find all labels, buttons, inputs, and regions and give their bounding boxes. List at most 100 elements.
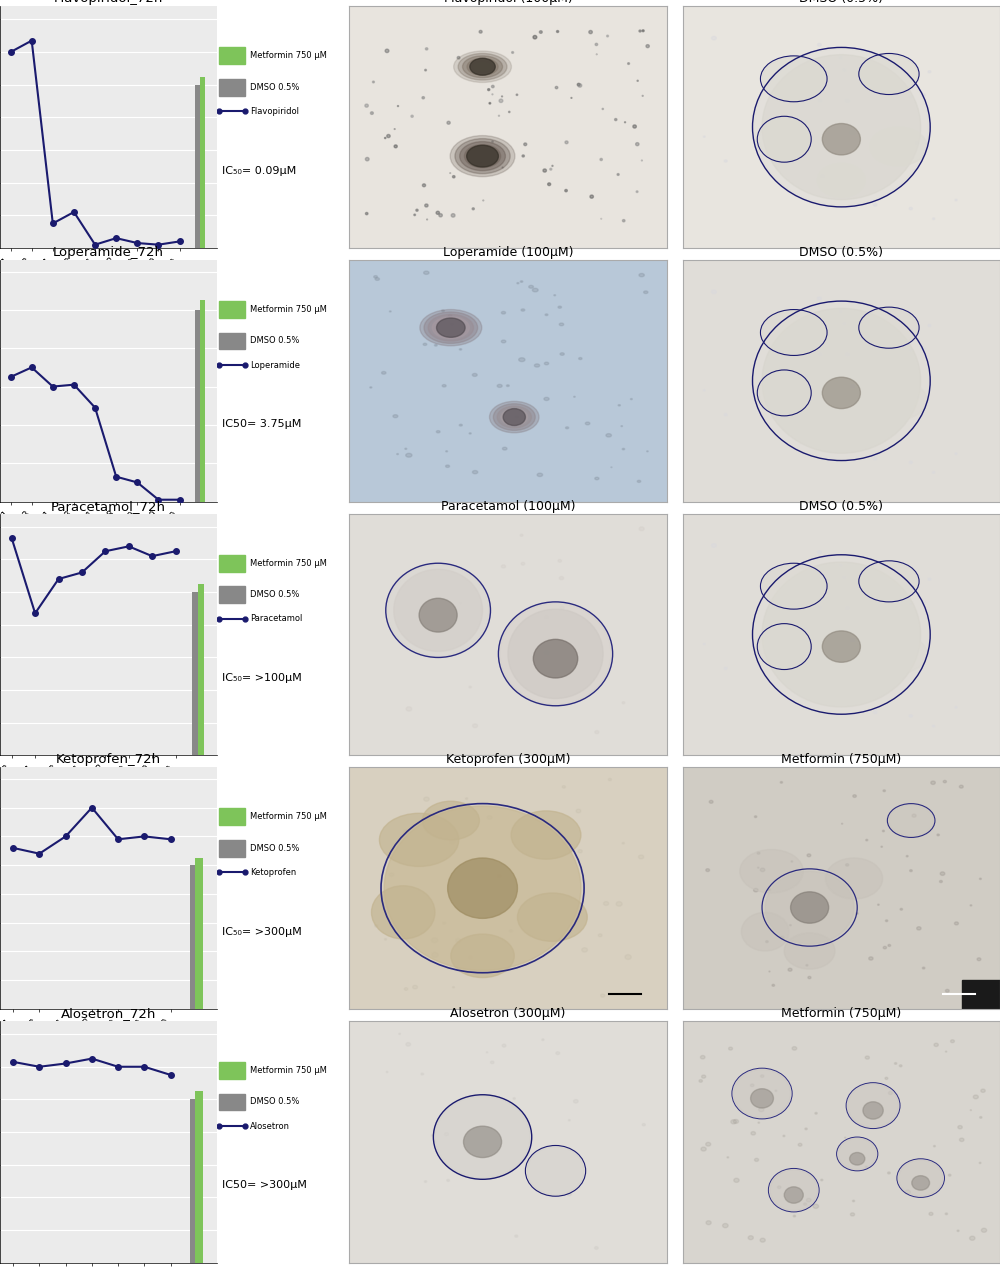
Ellipse shape [585, 423, 590, 425]
Ellipse shape [846, 864, 849, 867]
Ellipse shape [625, 954, 631, 959]
Ellipse shape [498, 874, 501, 877]
Text: IC₅₀= >300μM: IC₅₀= >300μM [222, 926, 302, 937]
Ellipse shape [792, 1047, 797, 1051]
Ellipse shape [909, 461, 912, 463]
Ellipse shape [512, 52, 514, 53]
Ellipse shape [595, 1246, 598, 1250]
Ellipse shape [733, 1070, 791, 1118]
Ellipse shape [754, 556, 929, 713]
Ellipse shape [533, 36, 537, 39]
Ellipse shape [406, 707, 412, 711]
Ellipse shape [793, 1216, 796, 1217]
Ellipse shape [724, 414, 727, 416]
Ellipse shape [517, 893, 587, 942]
Point [239, 612, 251, 627]
Title: Metformin (750μM): Metformin (750μM) [781, 1006, 901, 1020]
Ellipse shape [980, 1117, 982, 1118]
Ellipse shape [921, 602, 925, 604]
Ellipse shape [750, 1084, 754, 1086]
Ellipse shape [870, 634, 927, 673]
Ellipse shape [622, 843, 624, 844]
Ellipse shape [384, 806, 581, 971]
Ellipse shape [384, 939, 387, 940]
Ellipse shape [839, 311, 842, 312]
Ellipse shape [981, 1228, 987, 1232]
Ellipse shape [521, 308, 525, 311]
Ellipse shape [883, 947, 886, 949]
Ellipse shape [393, 415, 398, 418]
Ellipse shape [889, 805, 933, 836]
Ellipse shape [748, 1236, 753, 1240]
Ellipse shape [754, 888, 758, 892]
Ellipse shape [759, 118, 810, 161]
Ellipse shape [818, 551, 821, 553]
Ellipse shape [806, 964, 808, 966]
Ellipse shape [646, 44, 649, 48]
Ellipse shape [784, 933, 835, 970]
Point [239, 104, 251, 119]
Ellipse shape [502, 447, 507, 450]
Ellipse shape [733, 1119, 739, 1123]
Ellipse shape [456, 939, 461, 943]
Ellipse shape [706, 869, 710, 872]
Ellipse shape [422, 184, 426, 187]
Ellipse shape [385, 49, 389, 52]
Ellipse shape [804, 121, 807, 123]
Ellipse shape [973, 1095, 978, 1099]
Ellipse shape [818, 99, 822, 102]
Ellipse shape [843, 322, 846, 325]
Ellipse shape [820, 428, 825, 431]
Ellipse shape [492, 85, 494, 88]
Ellipse shape [606, 434, 611, 437]
Ellipse shape [762, 562, 921, 707]
Ellipse shape [568, 1119, 570, 1121]
Ellipse shape [755, 1159, 759, 1161]
Ellipse shape [845, 99, 849, 103]
Ellipse shape [628, 62, 630, 65]
Ellipse shape [910, 869, 912, 872]
Ellipse shape [754, 48, 929, 206]
Ellipse shape [500, 603, 611, 704]
Ellipse shape [618, 405, 620, 406]
Ellipse shape [533, 640, 578, 678]
Ellipse shape [420, 310, 482, 345]
Ellipse shape [428, 315, 474, 341]
Ellipse shape [562, 786, 565, 788]
Ellipse shape [560, 353, 564, 355]
Ellipse shape [888, 1091, 893, 1095]
Ellipse shape [820, 681, 825, 685]
Ellipse shape [804, 1203, 807, 1206]
Ellipse shape [424, 312, 478, 344]
Line: 2 pts: 2 pts [216, 109, 247, 114]
Ellipse shape [450, 324, 454, 325]
Ellipse shape [870, 381, 927, 420]
Ellipse shape [501, 311, 506, 313]
Ellipse shape [636, 142, 639, 146]
Ellipse shape [945, 990, 949, 992]
Ellipse shape [909, 603, 912, 605]
Ellipse shape [932, 472, 935, 473]
Ellipse shape [394, 570, 483, 651]
Ellipse shape [491, 1061, 494, 1063]
Ellipse shape [501, 409, 528, 425]
Ellipse shape [699, 1080, 702, 1082]
Ellipse shape [804, 374, 807, 377]
Ellipse shape [768, 888, 771, 891]
Ellipse shape [873, 711, 877, 713]
Ellipse shape [885, 920, 888, 921]
Ellipse shape [934, 1146, 935, 1147]
Ellipse shape [775, 1090, 777, 1091]
Ellipse shape [636, 190, 638, 193]
Text: IC50= >300μM: IC50= >300μM [222, 1180, 307, 1190]
Ellipse shape [413, 985, 417, 989]
Ellipse shape [472, 471, 478, 473]
Ellipse shape [762, 311, 825, 354]
Bar [200, 301, 205, 501]
Ellipse shape [557, 30, 559, 33]
Title: Paracetamol (100μM): Paracetamol (100μM) [441, 500, 575, 513]
Ellipse shape [772, 985, 775, 986]
Ellipse shape [589, 30, 592, 34]
Ellipse shape [866, 839, 868, 841]
Ellipse shape [932, 725, 935, 727]
